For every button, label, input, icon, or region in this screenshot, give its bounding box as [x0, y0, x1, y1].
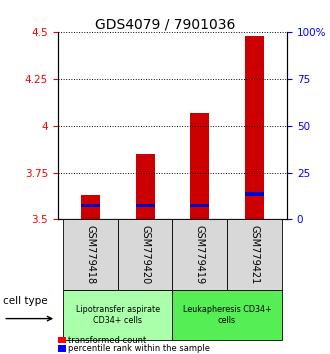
Text: GSM779418: GSM779418	[85, 225, 95, 285]
Bar	[190, 113, 209, 219]
Bar	[136, 204, 155, 207]
Bar	[245, 36, 264, 219]
Text: GSM779420: GSM779420	[140, 225, 150, 285]
Text: GDS4079 / 7901036: GDS4079 / 7901036	[95, 18, 235, 32]
Bar	[136, 154, 155, 219]
Bar	[81, 195, 100, 219]
Text: Leukapheresis CD34+
cells: Leukapheresis CD34+ cells	[183, 306, 271, 325]
Text: GSM779421: GSM779421	[249, 225, 259, 285]
Text: Lipotransfer aspirate
CD34+ cells: Lipotransfer aspirate CD34+ cells	[76, 306, 160, 325]
Text: GSM779419: GSM779419	[195, 225, 205, 285]
Text: cell type: cell type	[3, 296, 48, 306]
Text: percentile rank within the sample: percentile rank within the sample	[68, 344, 210, 353]
Bar	[245, 193, 264, 196]
Bar	[190, 204, 209, 207]
Text: transformed count: transformed count	[68, 336, 146, 345]
Bar	[81, 204, 100, 207]
